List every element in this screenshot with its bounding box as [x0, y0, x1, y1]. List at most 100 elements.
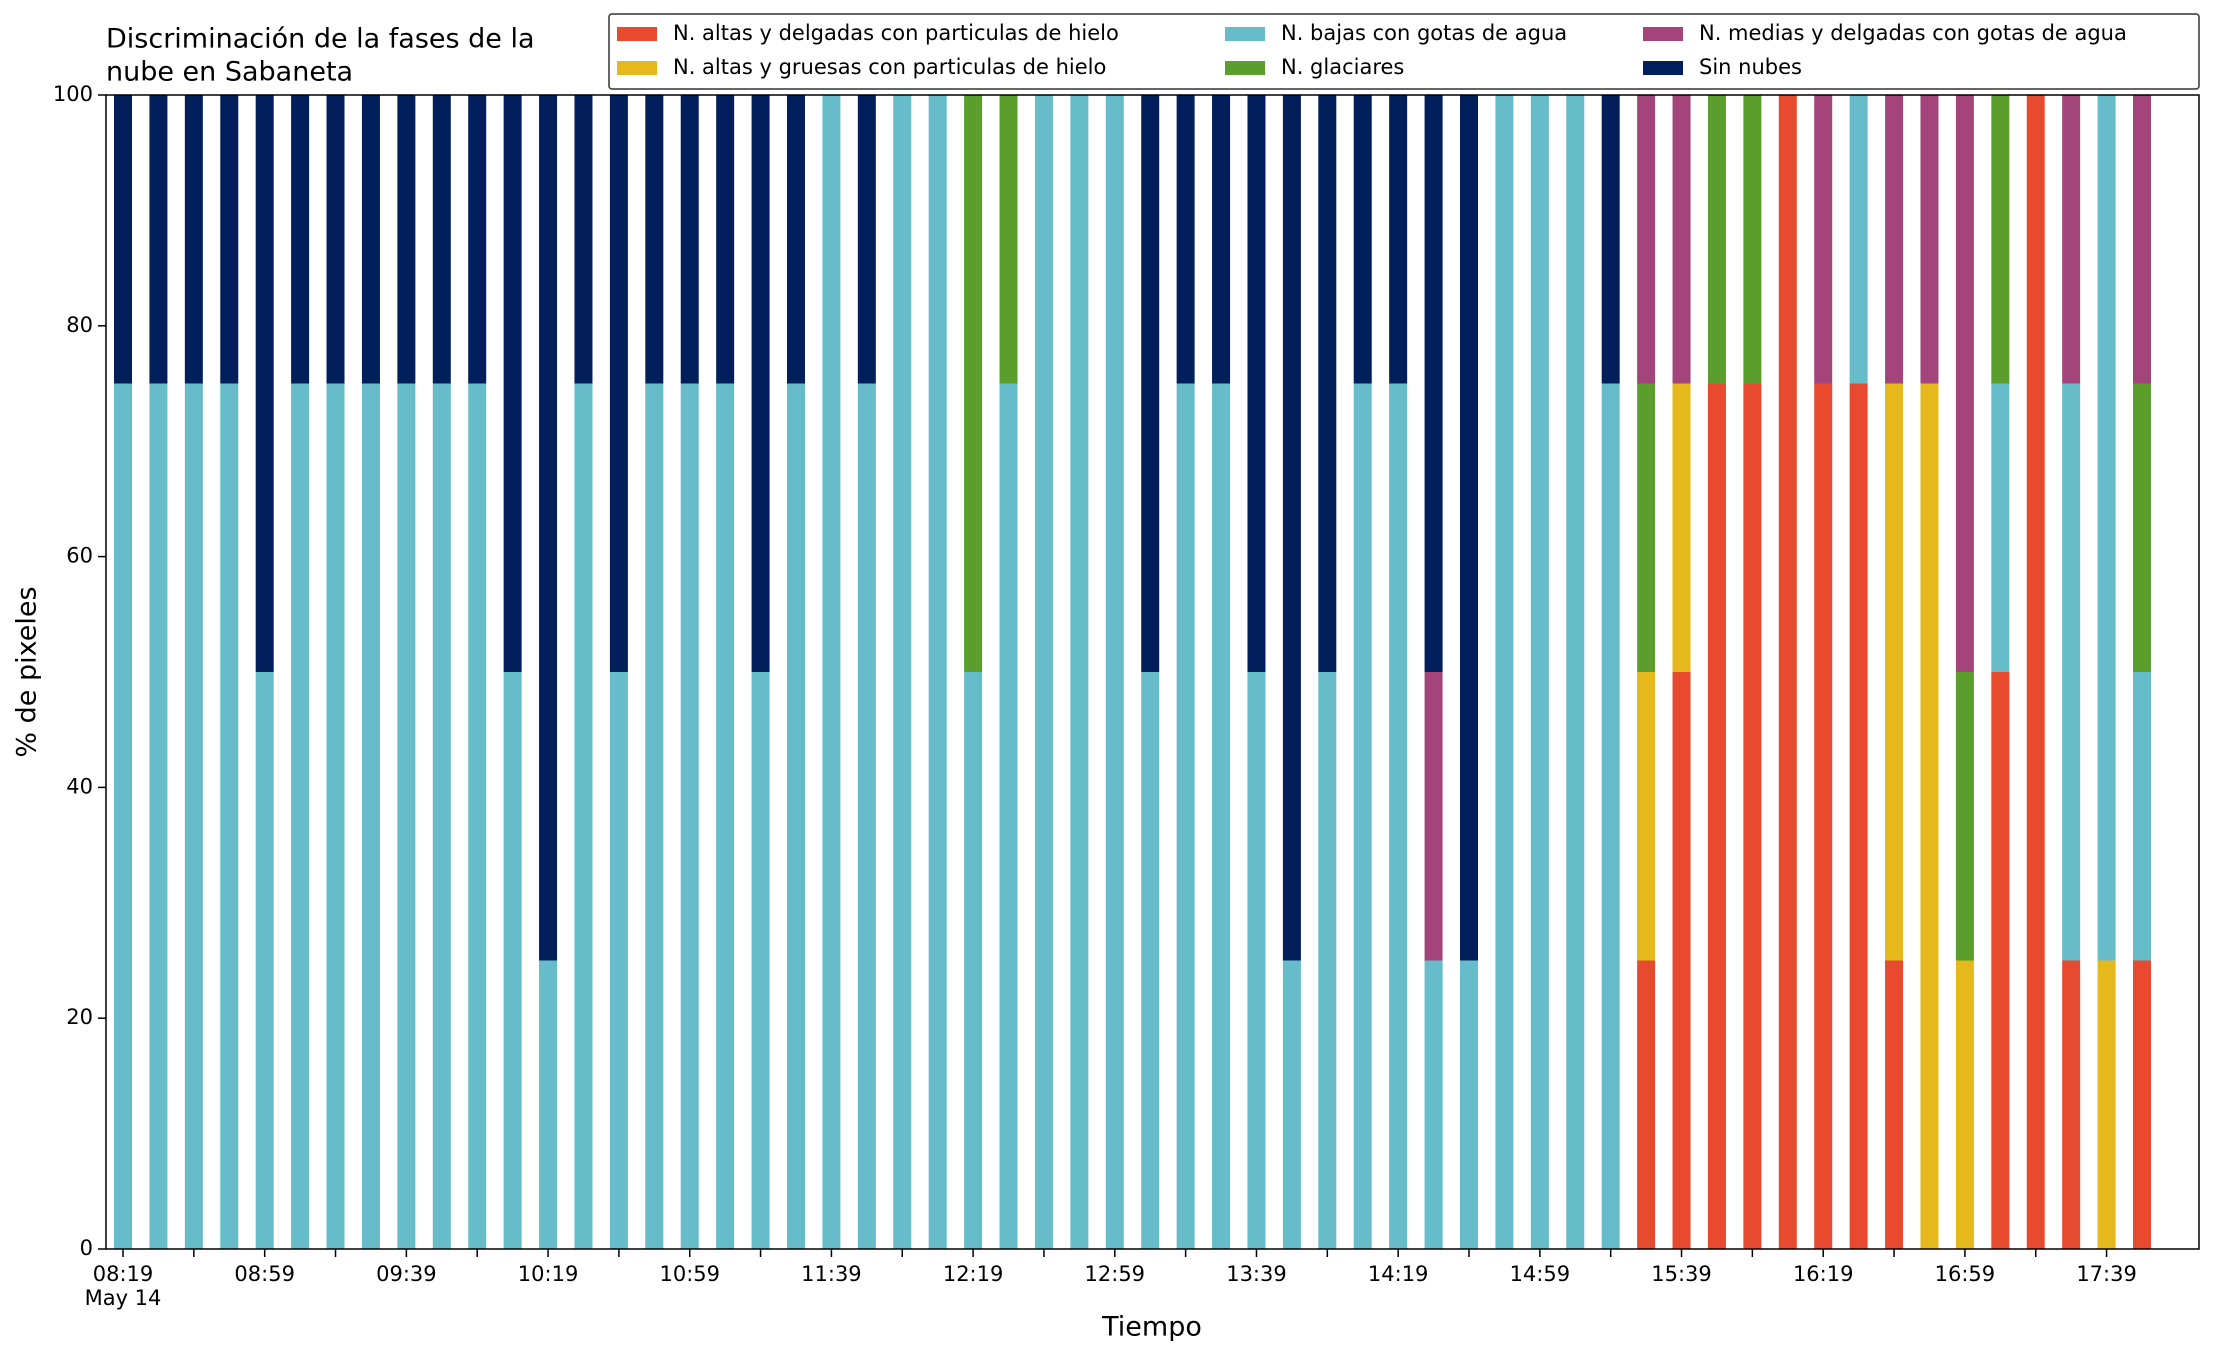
bar-segment [1637, 960, 1656, 1249]
bar-segment [964, 95, 983, 672]
x-tick-label: 17:39 [2076, 1262, 2137, 1286]
bar-segment [114, 383, 132, 1249]
bar-segment [1920, 95, 1939, 384]
bar-segment [220, 95, 239, 384]
bar-segment [1247, 95, 1266, 672]
bar-segment [1212, 95, 1231, 384]
bar-segment [397, 95, 416, 384]
y-tick-label: 20 [66, 1005, 93, 1029]
bar-segment [1885, 960, 1904, 1249]
bar-segment [2026, 95, 2045, 1249]
bar-segment [1601, 95, 1620, 384]
bar-segment [928, 95, 947, 1249]
bar-segment [1424, 672, 1443, 961]
bar-segment [503, 672, 522, 1249]
bar-segment [751, 672, 770, 1249]
bar-segment [1070, 95, 1089, 1249]
legend-swatch [1225, 61, 1265, 75]
bar-segment [397, 383, 416, 1249]
bar-segment [2062, 95, 2081, 384]
bar-segment [1105, 95, 1124, 1249]
bar-segment [503, 95, 522, 672]
x-tick-label: 08:19 [93, 1262, 154, 1286]
bar-segment [184, 95, 203, 384]
legend-swatch [617, 61, 657, 75]
bar-segment [2133, 960, 2151, 1249]
x-tick-label: 16:59 [1935, 1262, 1996, 1286]
bar-segment [1247, 672, 1266, 1249]
bar-segment [999, 95, 1018, 384]
bar-segment [1176, 95, 1195, 384]
bar-segment [2097, 960, 2116, 1249]
bar-segment [609, 95, 628, 672]
bar-segment [220, 383, 239, 1249]
bar-segment [1141, 672, 1160, 1249]
bar-segment [574, 95, 593, 384]
bar-segment [1672, 95, 1691, 384]
x-tick-label: 10:59 [659, 1262, 720, 1286]
x-tick-label: 12:19 [943, 1262, 1004, 1286]
bar-segment [1920, 383, 1939, 1249]
bar-segment [1814, 95, 1833, 384]
bar-segment [2133, 672, 2151, 961]
x-axis-label: Tiempo [1101, 1312, 1202, 1343]
bar-segment [1991, 672, 2010, 1249]
legend-box [608, 13, 2200, 90]
bar-segment [468, 383, 487, 1249]
bar-segment [1849, 383, 1868, 1249]
bar-segment [1566, 95, 1585, 1249]
plot-frame [105, 94, 2200, 1250]
bar-segment [1637, 383, 1656, 672]
bar-segment [609, 672, 628, 1249]
bar-segment [1318, 672, 1337, 1249]
bar-segment [1672, 383, 1691, 672]
bar-segment [574, 383, 593, 1249]
bar-segment [326, 95, 345, 384]
bar-segment [291, 95, 310, 384]
x-tick-label: 12:59 [1085, 1262, 1146, 1286]
legend-label: Sin nubes [1699, 55, 1802, 79]
bar-segment [1282, 960, 1301, 1249]
bar-segment [361, 95, 380, 384]
bar-segment [751, 95, 770, 672]
bar-segment [468, 95, 487, 384]
bar-segment [2062, 383, 2081, 961]
bar-segment [1955, 960, 1974, 1249]
y-axis-label: % de pixeles [12, 586, 43, 757]
chart-title: nube en Sabaneta [106, 57, 353, 88]
y-tick-label: 0 [80, 1236, 93, 1260]
legend-swatch [1225, 27, 1265, 41]
bar-segment [2062, 960, 2081, 1249]
bar-segment [149, 383, 168, 1249]
bar-segment [1141, 95, 1160, 672]
bar-segment [1672, 672, 1691, 1249]
bar-segment [1353, 95, 1372, 384]
bar-segment [326, 383, 345, 1249]
y-tick-label: 40 [66, 774, 93, 798]
x-tick-label: 16:19 [1793, 1262, 1854, 1286]
bar-segment [255, 95, 274, 672]
bar-segment [2133, 95, 2151, 384]
bar-segment [680, 383, 699, 1249]
bar-segment [149, 95, 168, 384]
legend-label: N. medias y delgadas con gotas de agua [1699, 21, 2127, 45]
bar-segment [1955, 95, 1974, 672]
y-tick-label: 60 [66, 544, 93, 568]
bar-segment [1424, 95, 1443, 672]
chart-title: Discriminación de la fases de la [106, 24, 535, 55]
bar-segment [432, 383, 451, 1249]
bar-segment [857, 383, 876, 1249]
bar-segment [1530, 95, 1549, 1249]
bar-segment [255, 672, 274, 1249]
legend-label: N. glaciares [1281, 55, 1404, 79]
x-tick-label: 14:59 [1510, 1262, 1571, 1286]
bar-segment [787, 383, 805, 1249]
y-tick-label: 80 [66, 313, 93, 337]
bar-segment [1955, 672, 1974, 961]
bar-segment [680, 95, 699, 384]
bar-segment [645, 95, 664, 384]
legend-label: N. altas y delgadas con particulas de hi… [673, 21, 1119, 45]
bar-segment [1318, 95, 1337, 672]
legend-swatch [617, 27, 657, 41]
